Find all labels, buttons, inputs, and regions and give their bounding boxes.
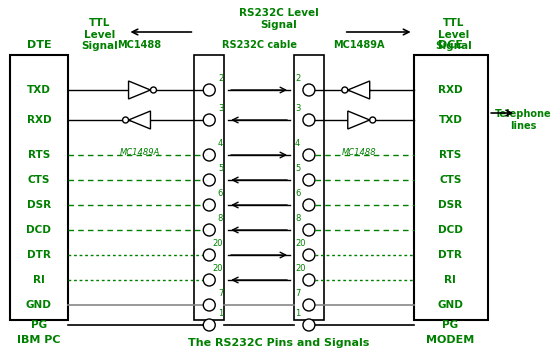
Text: DCD: DCD: [26, 225, 51, 235]
Circle shape: [203, 114, 215, 126]
Circle shape: [303, 199, 315, 211]
Text: RI: RI: [33, 275, 45, 285]
Text: 20: 20: [295, 239, 305, 248]
Text: CTS: CTS: [439, 175, 462, 185]
Text: DCD: DCD: [438, 225, 463, 235]
Circle shape: [303, 274, 315, 286]
Text: DSR: DSR: [27, 200, 51, 210]
Text: RS232C Level
Signal: RS232C Level Signal: [239, 8, 319, 30]
Text: 1: 1: [218, 309, 223, 318]
Text: RTS: RTS: [439, 150, 462, 160]
Circle shape: [369, 117, 376, 123]
Text: 2: 2: [218, 74, 223, 83]
Text: 4: 4: [295, 139, 300, 148]
Text: RTS: RTS: [28, 150, 50, 160]
Text: PG: PG: [442, 320, 458, 330]
Text: MC1489A: MC1489A: [333, 40, 385, 50]
Text: DTE: DTE: [26, 40, 51, 50]
Text: MODEM: MODEM: [427, 335, 475, 345]
Text: 8: 8: [218, 214, 223, 223]
Text: DSR: DSR: [438, 200, 462, 210]
Text: CTS: CTS: [28, 175, 50, 185]
Bar: [10, 55, 68, 320]
Circle shape: [203, 249, 215, 261]
Text: 5: 5: [295, 164, 300, 173]
Text: RXD: RXD: [26, 115, 51, 125]
Text: GND: GND: [438, 300, 463, 310]
Circle shape: [303, 224, 315, 236]
Circle shape: [303, 114, 315, 126]
Text: TXD: TXD: [438, 115, 462, 125]
Text: 3: 3: [218, 104, 223, 113]
Text: MC1488: MC1488: [117, 40, 162, 50]
Text: 3: 3: [295, 104, 300, 113]
Text: DTR: DTR: [27, 250, 51, 260]
Text: DTR: DTR: [438, 250, 462, 260]
Text: RXD: RXD: [438, 85, 463, 95]
Text: RS232C cable: RS232C cable: [221, 40, 297, 50]
Text: 6: 6: [218, 189, 223, 198]
Text: 7: 7: [295, 289, 300, 298]
Text: 4: 4: [218, 139, 223, 148]
Text: PG: PG: [31, 320, 47, 330]
Text: 6: 6: [295, 189, 300, 198]
Circle shape: [303, 249, 315, 261]
Bar: [195, 55, 224, 320]
Circle shape: [303, 319, 315, 331]
Text: MC1488: MC1488: [342, 148, 376, 157]
Text: 20: 20: [213, 239, 223, 248]
Circle shape: [203, 174, 215, 186]
Circle shape: [303, 149, 315, 161]
Text: 7: 7: [218, 289, 223, 298]
Text: 1: 1: [295, 309, 300, 318]
Circle shape: [150, 87, 157, 93]
Text: RI: RI: [444, 275, 456, 285]
Text: 20: 20: [295, 264, 305, 273]
Polygon shape: [129, 111, 150, 129]
Circle shape: [303, 299, 315, 311]
Bar: [294, 55, 324, 320]
Text: 2: 2: [295, 74, 300, 83]
Text: GND: GND: [26, 300, 52, 310]
Circle shape: [203, 319, 215, 331]
Circle shape: [203, 149, 215, 161]
Text: Telephone
lines: Telephone lines: [495, 109, 552, 131]
Text: TTL
Level
Signal: TTL Level Signal: [435, 18, 472, 51]
Circle shape: [203, 199, 215, 211]
Polygon shape: [348, 81, 369, 99]
Circle shape: [203, 274, 215, 286]
Text: MC1489A: MC1489A: [119, 148, 160, 157]
Circle shape: [303, 174, 315, 186]
Text: TTL
Level
Signal: TTL Level Signal: [81, 18, 118, 51]
Circle shape: [303, 84, 315, 96]
Text: 8: 8: [295, 214, 300, 223]
Text: IBM PC: IBM PC: [17, 335, 60, 345]
Circle shape: [203, 299, 215, 311]
Bar: [414, 55, 488, 320]
Polygon shape: [348, 111, 369, 129]
Text: 20: 20: [213, 264, 223, 273]
Circle shape: [122, 117, 129, 123]
Circle shape: [203, 84, 215, 96]
Text: 5: 5: [218, 164, 223, 173]
Text: DCE: DCE: [438, 40, 463, 50]
Circle shape: [342, 87, 348, 93]
Polygon shape: [129, 81, 150, 99]
Text: TXD: TXD: [27, 85, 51, 95]
Circle shape: [203, 224, 215, 236]
Text: The RS232C Pins and Signals: The RS232C Pins and Signals: [188, 338, 369, 348]
